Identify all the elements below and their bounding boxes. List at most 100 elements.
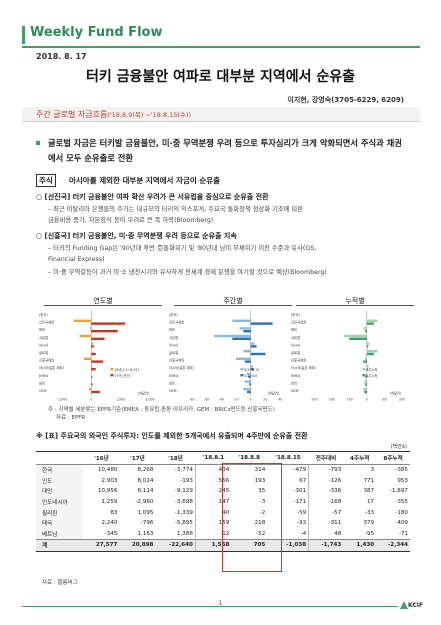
table-header-cell: '18.8.1 — [195, 451, 232, 465]
table-cell: 556 — [194, 475, 232, 487]
table-cell: 1,259 — [101, 499, 118, 506]
category-label: EMEA — [291, 374, 301, 378]
table-cell: -57 — [308, 507, 344, 518]
table-row: 한국 10,480 8,268 -3,774 434 314 -479 -793 3 -385 — [36, 464, 410, 476]
category-label: 아시아(일본 제외) — [169, 365, 194, 370]
legend-label: 18년(1.1~8.15) — [114, 367, 138, 372]
table-cell: -479 — [293, 467, 307, 474]
lead-summary: 글로벌 자금은 터키발 금융불안, 미·중 무역분쟁 우려 등으로 투자심리가 … — [48, 138, 402, 163]
table-cell: -193 — [180, 477, 193, 484]
table-cell: 10,480 — [97, 467, 118, 474]
bar-4주누적 — [366, 345, 369, 348]
table-cell: 35 — [258, 488, 266, 495]
category-label: 남미 — [169, 380, 175, 385]
emerging-markets-heading: ○ [신흥국] 터키 금융불안, 미·중 무역분쟁 우려 등으로 순유출 지속 — [36, 232, 237, 240]
page-title: 터키 금융불안 여파로 대부분 지역에서 순유출 — [85, 69, 356, 85]
table-row-label: 한국 — [36, 464, 84, 476]
bar-4주누적 — [364, 390, 367, 394]
table-cell: -4 — [300, 530, 307, 537]
category-label: 북미 — [169, 327, 175, 332]
table-row: 베트남 -345 1,163 1,388 -12 -52 -4 48 -95 -71 — [36, 528, 410, 540]
table-cell: 2,903 — [101, 477, 118, 484]
tick-label: 1,000 — [116, 398, 125, 402]
table-cell: 27,577 — [83, 539, 120, 552]
table-cell: 83 — [110, 509, 118, 516]
tick-label: -200 — [328, 398, 335, 402]
table-cell: 147 — [194, 496, 232, 508]
category-label: EMEA — [39, 374, 49, 378]
bar-6주누적 — [365, 372, 367, 376]
legend-label: 8.2~8.8 — [244, 374, 257, 378]
table-cell: 20,898 — [119, 539, 156, 552]
bar-8.2~8.8 — [232, 337, 251, 340]
authors: 이지현, 강영숙(3705-6229, 6209) — [287, 96, 404, 104]
bar-6주누적 — [364, 380, 367, 383]
tick-label: 100 — [381, 398, 387, 402]
legend-label: 8.9~8.15 — [244, 368, 259, 372]
table-cell: -33 — [364, 509, 375, 516]
category-label: 서유럽 — [169, 335, 178, 340]
bar-17년 (연간) — [91, 390, 101, 394]
bar-8.2~8.8 — [249, 383, 251, 386]
bar-4주누적 — [349, 337, 367, 340]
kcif-logo-icon — [400, 601, 408, 609]
table-cell: 1,163 — [137, 530, 154, 537]
tick-label: 20 — [263, 398, 267, 402]
tick-label: 0 — [250, 398, 252, 402]
tick-label: 2,000 — [145, 398, 154, 402]
table-cell: 8,014 — [137, 477, 154, 484]
header-rule — [22, 46, 420, 48]
bar-18년(1.1~8.15) — [90, 372, 92, 376]
category-label: 북미 — [291, 327, 297, 332]
chart-title-rule-annual — [44, 305, 162, 306]
bar-8.2~8.8 — [244, 360, 251, 363]
category-label: 서유럽 — [291, 335, 300, 340]
section-box-label: 주식 — [36, 174, 56, 187]
legend-label: 17년 (연간) — [114, 373, 130, 378]
table-cell: 1,095 — [137, 509, 154, 516]
table-cell: -12 — [194, 528, 232, 540]
table-header-cell: 8주누적 — [376, 451, 410, 465]
tick-label: -100 — [346, 398, 353, 402]
unit-label: (억달러) — [390, 391, 401, 396]
advanced-markets-dash-1: – 최근 이탈리아 은행들의 주가는 대규모의 터키익 익스포져, 주요국 통화… — [48, 206, 304, 213]
category-label: 신흥국채권 — [39, 358, 54, 363]
bar-6주누적 — [363, 327, 367, 330]
category-label: 아시아 — [169, 342, 178, 347]
category-label: 글로벌 — [169, 350, 178, 355]
table-row-label: 인도 — [36, 475, 84, 487]
table-row: 인도 2,903 8,014 -193 556 193 67 -126 771 953 — [36, 475, 410, 487]
legend-swatch — [110, 374, 114, 377]
bar-6주누적 — [365, 357, 367, 360]
bar-8.9~8.15 — [239, 327, 251, 330]
bar-8.9~8.15 — [214, 334, 251, 338]
tick-label: -1,000 — [57, 398, 67, 402]
category-label: 아시아(일본 제외) — [291, 365, 316, 370]
bar-8.9~8.15 — [244, 380, 251, 383]
bar-18년(1.1~8.15) — [89, 327, 92, 330]
category-label: GEM — [169, 389, 177, 393]
category-label: 신흥국채권 — [291, 358, 306, 363]
table-cell: -5,895 — [174, 520, 193, 527]
table-cell: -2,344 — [376, 539, 410, 552]
category-label: 선진국채권 — [39, 320, 54, 325]
bar-17년 (연간) — [91, 360, 104, 363]
tick-label: -60 — [204, 398, 209, 402]
table-cell: -336 — [308, 486, 344, 497]
bar-17년 (연간) — [91, 375, 93, 378]
table-cell: -1,743 — [308, 539, 344, 552]
table-row: 대만 10,956 6,114 -9,129 245 35 -301 -336 387 -1,89… — [36, 486, 410, 497]
table-row-label: 태국 — [36, 517, 84, 529]
emerging-markets-dash-2: Financial Express) — [48, 256, 105, 263]
table-cell: 771 — [363, 477, 375, 484]
bar-8.2~8.8 — [248, 375, 251, 378]
bar-6주누적 — [366, 350, 378, 353]
table-header-cell: '18.8.15 — [267, 451, 309, 465]
table-cell: 193 — [254, 477, 266, 484]
category-label: 북미 — [39, 327, 45, 332]
bar-4주누적 — [365, 375, 367, 378]
bar-8.2~8.8 — [250, 352, 266, 356]
chart-title-annual: 연도별 — [93, 297, 113, 305]
table-cell: 40 — [194, 507, 232, 518]
bar-18년(1.1~8.15) — [91, 365, 93, 368]
